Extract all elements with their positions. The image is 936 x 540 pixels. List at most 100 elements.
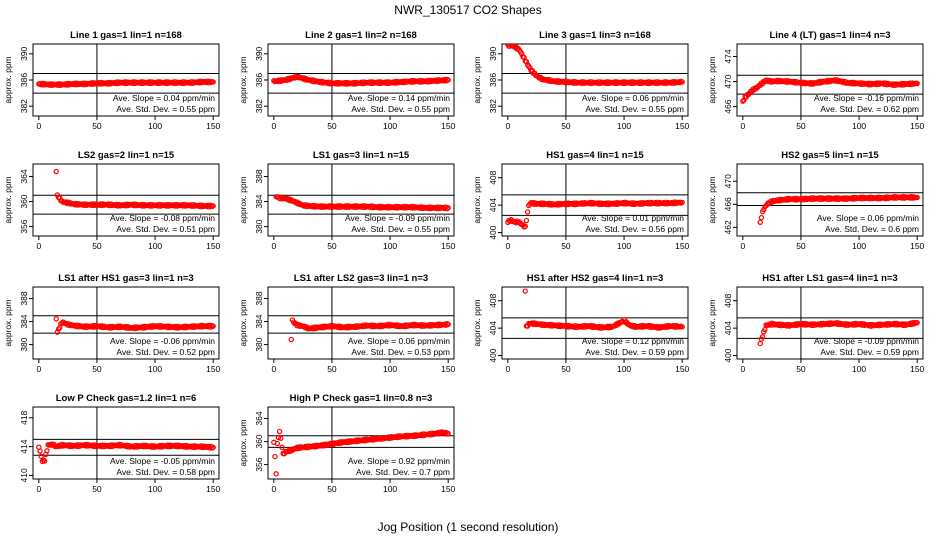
panel-title: HS1 after LS1 gas=4 lin=1 n=3 (762, 273, 897, 284)
data-point (158, 203, 164, 209)
data-point (442, 321, 448, 327)
x-tick-label: 150 (675, 364, 689, 374)
x-tick-label: 0 (740, 364, 745, 374)
y-tick-label: 388 (254, 169, 264, 183)
x-tick-label: 100 (148, 121, 162, 131)
data-point (404, 432, 411, 439)
data-point (175, 325, 182, 331)
data-point (598, 80, 604, 86)
data-point (151, 324, 157, 330)
data-point (83, 201, 90, 207)
data-point (37, 448, 43, 454)
data-point (210, 323, 216, 329)
y-tick-label: 390 (19, 46, 29, 60)
y-tick-label: 404 (723, 321, 733, 335)
data-point (68, 443, 75, 450)
data-point (362, 322, 369, 328)
data-point (54, 329, 61, 335)
x-tick-label: 100 (383, 241, 397, 251)
data-point (274, 440, 280, 447)
x-tick-label: 150 (441, 364, 455, 374)
slope-annotation: Ave. Slope = -0.09 ppm/min (345, 213, 450, 223)
data-point (66, 80, 72, 87)
data-point (828, 320, 834, 326)
data-point (140, 80, 147, 87)
data-point (361, 80, 368, 87)
plot-frame (501, 286, 689, 360)
slope-annotation: Ave. Slope = 0.06 ppm/min (348, 336, 450, 346)
slope-annotation: Ave. Slope = 0.06 ppm/min (582, 93, 684, 103)
data-point (758, 214, 765, 221)
figure-title: NWR_130517 CO2 Shapes (394, 3, 541, 17)
data-point (50, 81, 56, 87)
x-tick-label: 0 (505, 121, 510, 131)
data-point (53, 168, 59, 175)
x-tick-label: 150 (206, 484, 220, 494)
chart-panel: Line 1 gas=1 lin=1 n=168 0 50 100 150 382 386 3… (3, 30, 221, 131)
data-point (41, 458, 48, 464)
chart-panel: HS1 gas=4 lin=1 n=15 0 50 100 150 400 404 408 ap… (472, 150, 690, 251)
x-tick-label: 50 (796, 364, 806, 374)
chart-panel: HS1 after LS1 gas=4 lin=1 n=3 0 50 100 150 40… (707, 273, 925, 374)
data-point (827, 195, 833, 201)
y-tick-label: 356 (19, 219, 29, 233)
data-point (133, 324, 140, 330)
slope-annotation: Ave. Slope = 0.14 ppm/min (348, 93, 450, 103)
data-point (437, 429, 443, 435)
x-tick-label: 50 (561, 364, 571, 374)
data-point (116, 80, 122, 87)
x-tick-label: 150 (206, 121, 220, 131)
x-tick-label: 150 (910, 364, 924, 374)
data-point (150, 322, 156, 329)
y-tick-label: 400 (723, 348, 733, 362)
y-axis-label: approx. ppm (472, 176, 482, 223)
data-point (387, 205, 393, 211)
x-tick-label: 50 (327, 484, 337, 494)
x-tick-label: 50 (327, 364, 337, 374)
data-point (802, 195, 809, 201)
data-point (630, 80, 637, 87)
x-tick-label: 150 (206, 364, 220, 374)
x-tick-label: 100 (852, 241, 866, 251)
data-point (851, 81, 858, 87)
data-point (44, 448, 50, 454)
data-point (90, 80, 97, 86)
x-tick-label: 150 (441, 241, 455, 251)
panel-title: HS1 after HS2 gas=4 lin=1 n=3 (527, 273, 664, 284)
y-tick-label: 382 (19, 99, 29, 113)
chart-panel: Line 4 (LT) gas=1 lin=4 n=3 0 50 100 150 466 4… (707, 30, 925, 131)
slope-annotation: Ave. Slope = -0.09 ppm/min (814, 336, 919, 346)
stddev-annotation: Ave. Std. Dev. = 0.59 ppm (820, 347, 919, 357)
chart-panel: LS2 gas=2 lin=1 n=15 0 50 100 150 356 360 364 ap… (3, 150, 221, 251)
data-point (914, 319, 920, 326)
data-point (109, 323, 115, 330)
x-tick-label: 0 (271, 241, 276, 251)
data-point (549, 200, 555, 207)
data-point (201, 444, 207, 451)
data-point (740, 98, 746, 104)
y-tick-label: 386 (254, 73, 264, 87)
data-point (279, 444, 285, 451)
y-tick-label: 382 (488, 99, 498, 113)
data-point (166, 203, 172, 209)
x-tick-label: 50 (561, 241, 571, 251)
y-tick-label: 388 (19, 291, 29, 305)
y-tick-label: 404 (488, 321, 498, 335)
data-point (210, 444, 216, 451)
stddev-annotation: Ave. Std. Dev. = 0.6 ppm (825, 224, 919, 234)
x-tick-label: 150 (675, 241, 689, 251)
data-point (581, 199, 588, 206)
plot-area (268, 44, 454, 116)
data-point (523, 58, 530, 65)
y-tick-label: 466 (723, 197, 733, 211)
data-point (656, 201, 662, 207)
data-point (886, 322, 892, 328)
data-point (524, 209, 531, 215)
x-tick-label: 50 (327, 241, 337, 251)
y-tick-label: 410 (19, 468, 29, 482)
data-point (132, 80, 138, 86)
y-axis-label: approx. ppm (707, 299, 717, 346)
slope-annotation: Ave. Slope = -0.06 ppm/min (110, 336, 215, 346)
y-axis-label: approx. ppm (238, 419, 248, 466)
plot-area (502, 287, 688, 359)
